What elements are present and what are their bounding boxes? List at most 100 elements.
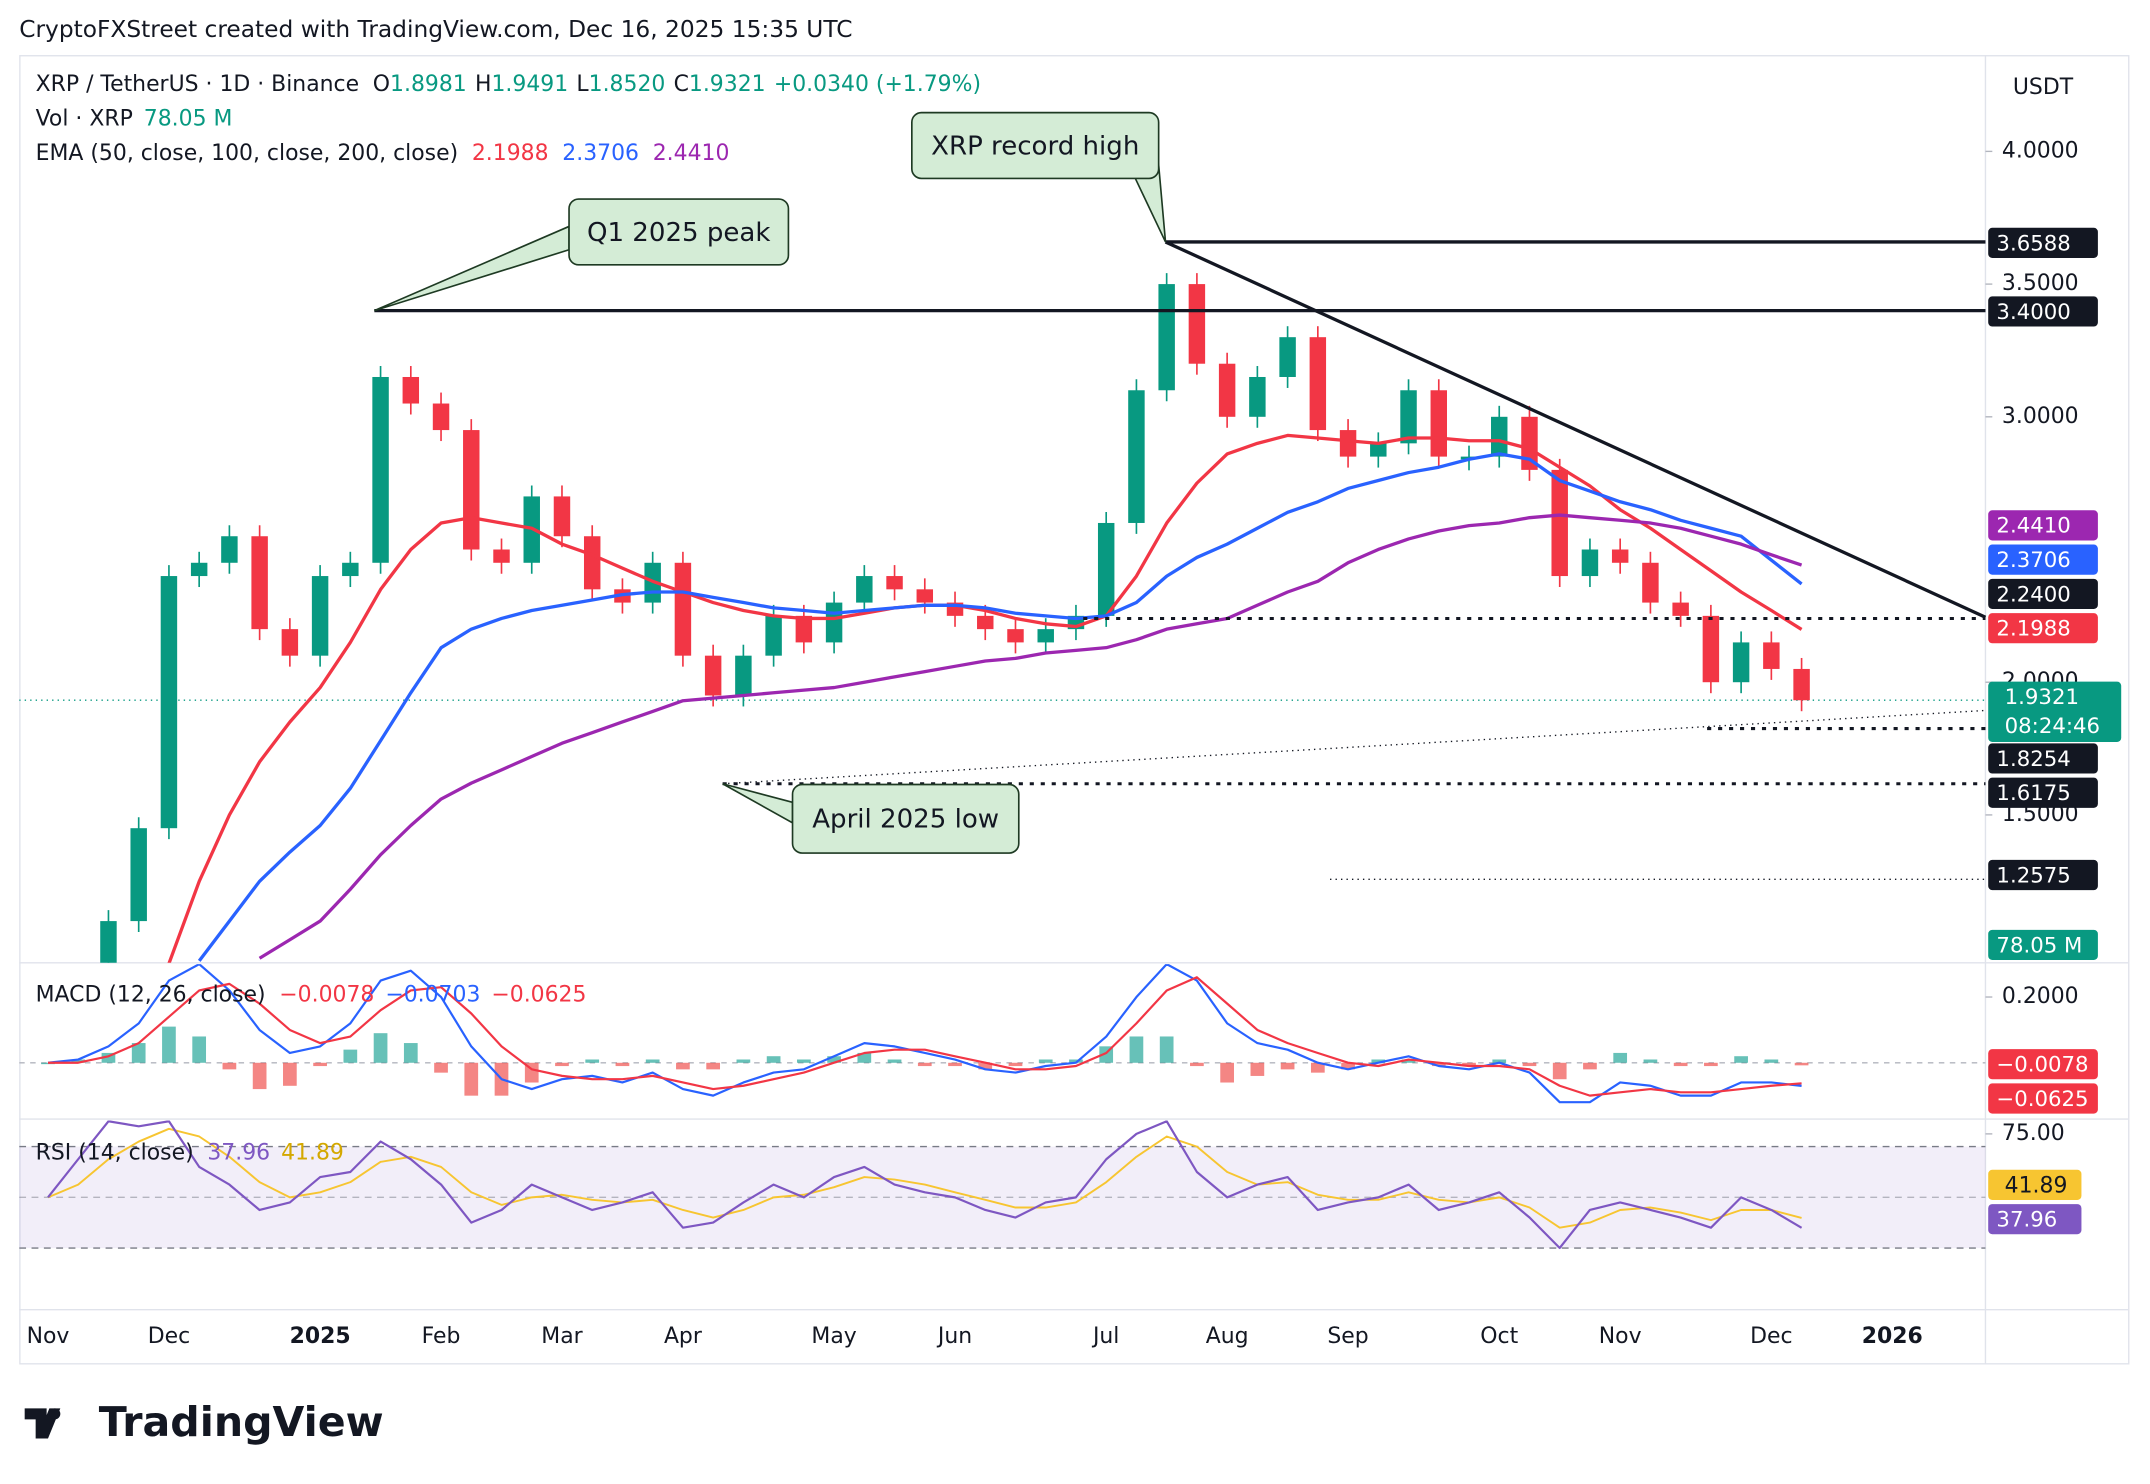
histogram-bar [343,1049,358,1063]
candle-body [311,576,329,656]
rsi-tag: 37.96 [1996,1208,2057,1233]
histogram-bar [1069,1059,1083,1063]
histogram-bar [1371,1059,1386,1063]
histogram-bar [645,1059,660,1063]
candle-body [1521,416,1538,470]
macd-plot [19,964,1986,1104]
histogram-bar [403,1043,418,1063]
level-label-bg [1988,578,2098,609]
candle-body [735,655,752,696]
candle-body [1642,562,1659,603]
x-tick-label: Nov [1599,1324,1642,1349]
ema-value: 2.1988 [472,141,549,166]
histogram-bar [1310,1062,1325,1073]
candle-body [372,376,389,563]
macd-value: −0.0078 [279,983,374,1008]
logo-text: TradingView [99,1398,384,1446]
histogram-bar [585,1059,600,1063]
volume-line: Vol · XRP 78.05 M [36,106,233,131]
histogram-bar [1704,1062,1718,1067]
candle-body [1551,469,1568,577]
macd-value: −0.0625 [491,983,586,1008]
candle-body [1188,284,1206,364]
histogram-bar [1220,1062,1234,1083]
candle-body [825,602,843,643]
rsi-label: RSI (14, close) [36,1140,194,1165]
level-label: 3.4000 [1996,300,2070,325]
candle-body [1672,602,1689,616]
candle-body [402,376,420,404]
ema-line [197,452,1803,962]
rsi-tag: 41.89 [2005,1173,2068,1198]
histogram-bar [464,1062,479,1096]
candle-body [1732,642,1750,683]
level-label: 2.2400 [1996,582,2070,607]
histogram-bar [434,1062,448,1073]
callout-text: Q1 2025 peak [587,218,771,248]
histogram-bar [1552,1062,1567,1080]
ohlc-label: O [373,72,390,97]
histogram-bar [857,1052,872,1063]
histogram-bar [917,1062,932,1067]
x-tick-label: Apr [664,1324,703,1349]
histogram-bar [978,1062,993,1070]
histogram-bar [222,1062,237,1070]
y-tick-label: 0.2000 [2002,984,2079,1009]
histogram-bar [555,1062,569,1067]
histogram-bar [1280,1062,1295,1070]
ohlc-value: 1.9491 [491,72,568,97]
histogram-bar [131,1043,146,1063]
callout-text: April 2025 low [812,805,999,835]
ema-tag-bg [1988,613,2098,644]
logo: TradingView [24,1398,384,1446]
ema-tag: 2.3706 [1996,548,2070,573]
x-tick-label: Feb [422,1324,461,1349]
x-tick-label: Jul [1091,1324,1119,1349]
candle-body [1702,615,1720,683]
macd-label: MACD (12, 26, close) [36,983,266,1008]
candle-body [221,536,238,563]
candle-body [553,496,571,537]
symbol: XRP / TetherUS · 1D · Binance [36,72,359,97]
macd-line [47,976,1802,1097]
histogram-bar [1643,1059,1658,1063]
ema-line [258,513,1803,960]
histogram-bar [192,1036,207,1063]
macd-tag: −0.0625 [1996,1087,2088,1112]
candle-body [704,655,722,696]
histogram-bar [1129,1036,1144,1063]
candle-body [977,615,994,630]
candle-body [281,629,299,656]
candle-body [886,576,903,590]
ohlc-label: L [576,72,589,97]
price-tag: 1.9321 [2005,685,2079,710]
candle-body [1763,642,1780,669]
histogram-bar [252,1062,267,1090]
trend-line [1164,240,1987,619]
x-tick-label: Aug [1206,1324,1249,1349]
histogram-bar [1613,1052,1628,1063]
ohlc-label: C [674,72,689,97]
macd-tag: −0.0078 [1996,1053,2088,1078]
histogram-bar [1462,1062,1476,1067]
macd-legend: MACD (12, 26, close) −0.0078 −0.0703 −0.062… [36,983,587,1008]
candle-body [1611,549,1629,563]
candle-body [795,615,813,643]
level-label-bg [1988,227,2098,258]
volume-label: Vol · XRP [36,106,133,131]
symbol-line: XRP / TetherUS · 1D · Binance O1.8981 H1.9… [36,72,981,97]
candle-body [1491,416,1508,457]
histogram-bar [706,1062,721,1070]
candle-body [1097,522,1115,616]
x-tick-label: Jun [936,1324,972,1349]
histogram-bar [1401,1059,1416,1063]
ema-label: EMA (50, close, 100, close, 200, close) [36,141,458,166]
histogram-bar [676,1062,690,1070]
histogram-bar [1008,1062,1023,1067]
candle-body [463,430,480,550]
candle-body [160,576,178,829]
volume-tag-bg [1988,929,2098,961]
logo-dot [49,1408,61,1420]
histogram-bar [1583,1062,1597,1070]
